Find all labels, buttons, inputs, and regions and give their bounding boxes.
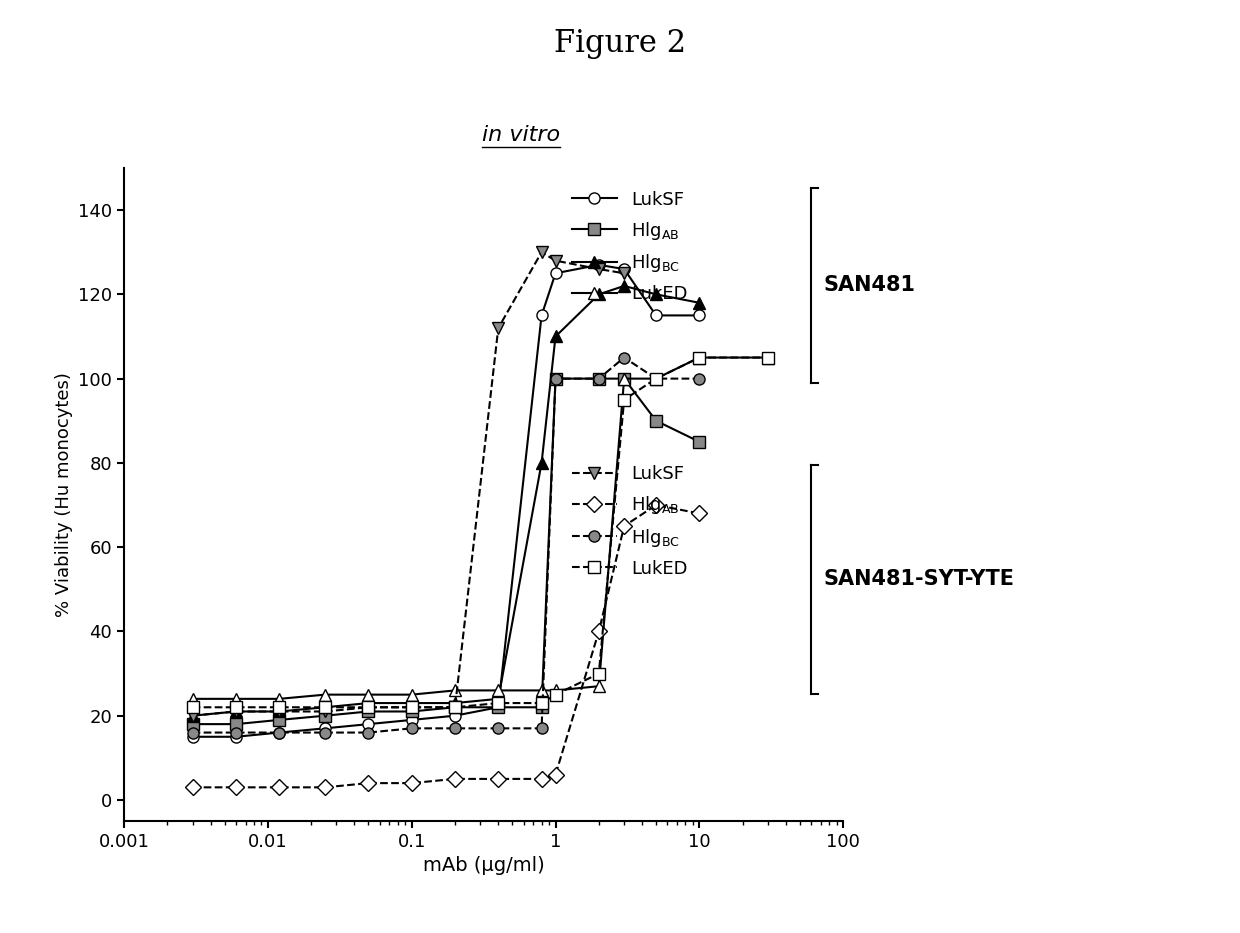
Y-axis label: % Viability (Hu monocytes): % Viability (Hu monocytes) [55,372,72,617]
Text: SAN481: SAN481 [823,275,915,296]
Text: in vitro: in vitro [481,125,560,145]
Text: Figure 2: Figure 2 [554,28,686,59]
X-axis label: mAb (μg/ml): mAb (μg/ml) [423,856,544,875]
Legend: LukSF, Hlg$_\mathregular{AB}$, Hlg$_\mathregular{BC}$, LukED: LukSF, Hlg$_\mathregular{AB}$, Hlg$_\mat… [564,458,696,585]
Text: SAN481-SYT-YTE: SAN481-SYT-YTE [823,569,1014,590]
